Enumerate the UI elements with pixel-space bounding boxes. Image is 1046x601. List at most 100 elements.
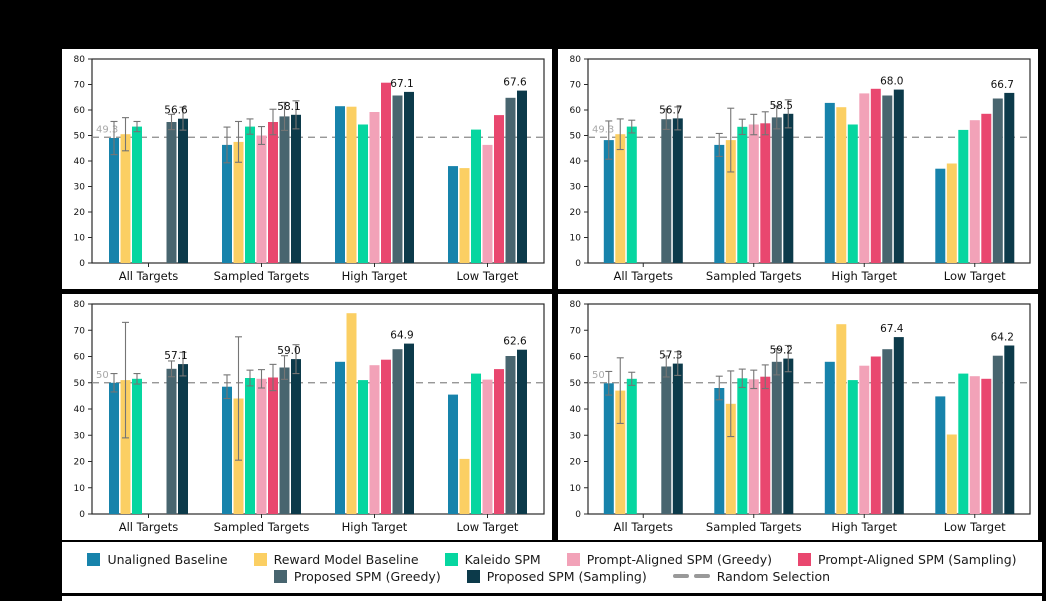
bar — [1004, 92, 1015, 264]
bar — [166, 122, 177, 263]
y-tick-label: 0 — [575, 510, 581, 520]
x-category-label: Low Target — [944, 520, 1006, 534]
legend-item-proposed-greedy: Proposed SPM (Greedy) — [273, 569, 441, 584]
bar — [893, 89, 904, 263]
bar — [725, 403, 736, 515]
bar — [969, 376, 980, 514]
bar — [615, 390, 626, 514]
y-tick-label: 80 — [74, 300, 86, 310]
bar — [482, 379, 493, 514]
value-label: 66.7 — [991, 79, 1014, 91]
y-tick-label: 80 — [570, 55, 582, 65]
bar — [459, 168, 470, 263]
bar — [256, 135, 267, 263]
value-label: 67.4 — [880, 323, 904, 335]
bar — [935, 396, 946, 514]
bar — [870, 356, 881, 514]
bar — [245, 378, 255, 514]
bar-chart-bottom-left: 0 10 20 30 40 50 60 70 80 All Targets Sampled Targ… — [74, 300, 545, 534]
value-label: 62.6 — [503, 336, 527, 348]
y-tick-label: 50 — [74, 132, 86, 142]
bar — [824, 361, 835, 515]
value-label: 59.2 — [770, 345, 793, 357]
bar — [981, 378, 992, 514]
bar — [494, 115, 504, 263]
value-label: 56.6 — [164, 105, 188, 117]
bar — [882, 95, 893, 263]
legend-item-prompt-aligned-sampling: Prompt-Aligned SPM (Sampling) — [798, 552, 1017, 567]
legend-label: Prompt-Aligned SPM (Sampling) — [818, 551, 1017, 567]
bar — [381, 359, 391, 514]
bar — [783, 358, 794, 514]
bar — [222, 386, 232, 514]
x-category-label: All Targets — [119, 520, 178, 534]
bar — [725, 140, 736, 263]
bar — [737, 378, 748, 514]
bar-chart-top-left: 0 10 20 30 40 50 60 70 80 All Targets Sampled Targ… — [74, 55, 545, 283]
x-category-label: Sampled Targets — [214, 520, 310, 534]
bar — [958, 129, 969, 263]
bar — [494, 369, 504, 514]
legend-row-2: Proposed SPM (Greedy) Proposed SPM (Samp… — [273, 569, 830, 584]
bar — [448, 166, 458, 263]
bar — [178, 364, 188, 514]
bar — [178, 118, 188, 263]
x-category-label: Low Target — [457, 520, 519, 534]
value-label: 58.1 — [277, 101, 300, 113]
subplot-top-left: 0 10 20 30 40 50 60 70 80 All Targets Sampled Targ… — [62, 49, 552, 289]
y-tick-label: 70 — [570, 81, 582, 91]
value-label: 56.7 — [659, 104, 682, 116]
bar — [404, 343, 414, 514]
bar — [279, 116, 290, 264]
bar — [969, 120, 980, 263]
bar — [166, 368, 177, 514]
y-tick-label: 10 — [74, 484, 86, 494]
bar — [369, 112, 380, 263]
bar — [404, 91, 414, 264]
legend-item-random-selection: Random Selection — [672, 569, 830, 584]
bar — [760, 376, 771, 514]
y-tick-label: 50 — [570, 379, 582, 389]
legend: Unaligned Baseline Reward Model Baseline… — [62, 542, 1042, 593]
bar — [893, 337, 904, 514]
bar — [279, 367, 290, 514]
legend-swatch-prompt-aligned-sampling-icon — [798, 552, 811, 566]
y-tick-label: 40 — [570, 405, 582, 415]
legend-swatch-reward-model-baseline-icon — [253, 552, 267, 566]
y-tick-label: 20 — [570, 458, 582, 468]
bar — [392, 95, 403, 263]
bar — [505, 97, 516, 263]
value-label: 64.9 — [390, 330, 413, 342]
baseline-label: 50 — [96, 370, 109, 381]
bar — [714, 144, 725, 263]
x-category-label: Sampled Targets — [706, 269, 802, 283]
bar — [859, 93, 870, 264]
y-tick-label: 60 — [570, 106, 582, 116]
value-label: 64.2 — [991, 332, 1014, 344]
y-tick-label: 30 — [570, 431, 582, 441]
baseline-label: 49.3 — [592, 124, 614, 135]
legend-swatch-prompt-aligned-greedy-icon — [566, 552, 580, 566]
bar — [233, 141, 244, 263]
bar — [661, 366, 672, 514]
y-tick-label: 80 — [74, 55, 86, 65]
bar — [626, 126, 637, 263]
y-tick-label: 10 — [570, 234, 582, 244]
legend-swatch-proposed-sampling-icon — [466, 569, 480, 583]
bar — [245, 126, 255, 263]
subplot-bottom-right: 0 10 20 30 40 50 60 70 80 All Targets Sampled Targ… — [558, 294, 1038, 540]
y-tick-label: 30 — [570, 183, 582, 193]
legend-swatch-kaleido-spm-icon — [444, 552, 458, 566]
legend-item-proposed-sampling: Proposed SPM (Sampling) — [466, 569, 647, 584]
bar — [222, 144, 232, 263]
x-category-label: All Targets — [614, 269, 673, 283]
bar — [132, 126, 142, 263]
bar — [505, 356, 516, 514]
bar — [958, 373, 969, 514]
bar — [517, 90, 527, 263]
bar — [882, 349, 893, 514]
y-tick-label: 40 — [570, 157, 582, 167]
bar — [661, 119, 672, 263]
bar — [109, 138, 119, 263]
y-tick-label: 10 — [570, 484, 582, 494]
